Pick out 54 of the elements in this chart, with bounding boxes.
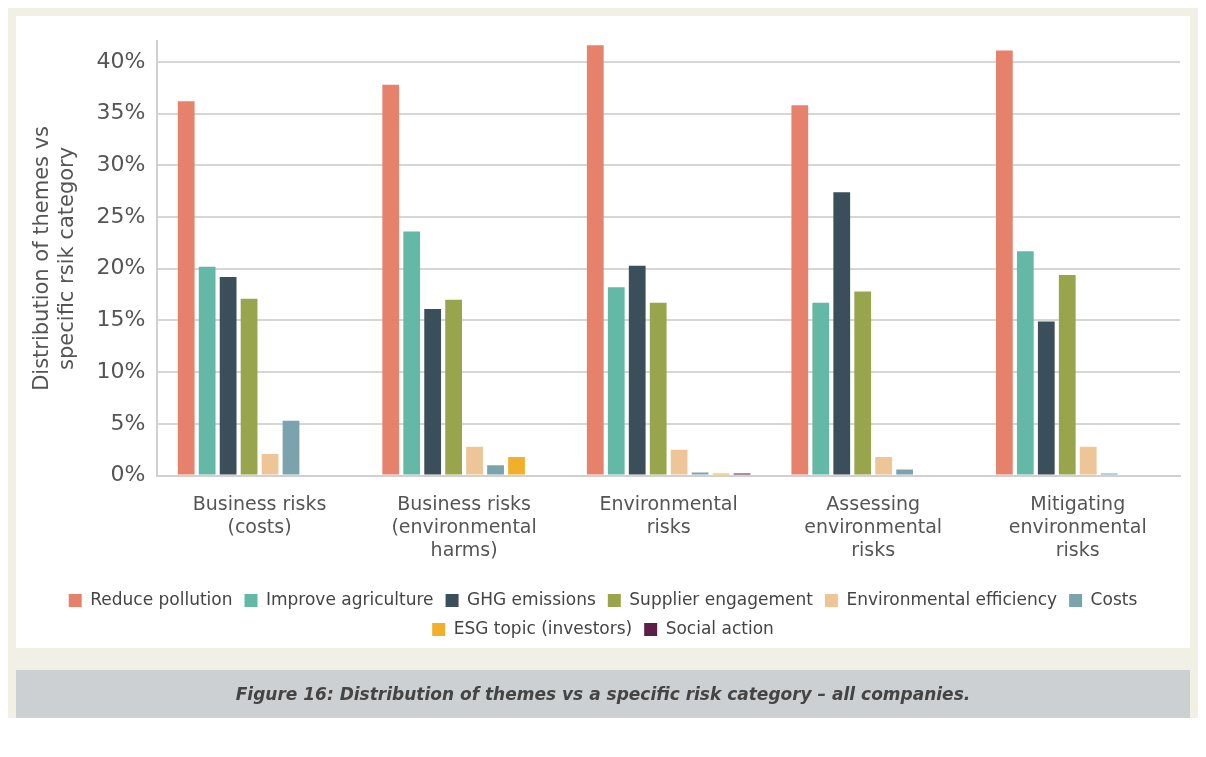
legend-label: Improve agriculture [265,588,434,609]
y-tick-label: 20% [96,254,146,280]
bar [812,302,830,475]
y-tick-label: 10% [96,357,146,383]
bar [198,266,216,475]
legend-label: GHG emissions [467,588,596,609]
y-tick-label: 15% [96,306,146,332]
bar [691,472,709,475]
bar [487,465,504,475]
bar [445,299,463,475]
bar [382,84,400,475]
bar [833,192,851,475]
y-tick-label: 25% [96,202,146,228]
bar [791,105,809,475]
x-tick-label: Environmental risks [599,491,738,537]
x-tick-label: Assessing environmental risks [804,491,943,560]
bar [1079,446,1097,475]
bar [896,469,914,475]
legend-label: Social action [665,617,774,638]
y-axis-title: Distribution of themes vs specific rsik category [29,125,79,391]
legend-label: Costs [1090,588,1138,609]
legend-label: Environmental efficiency [846,588,1058,609]
bar [628,265,646,475]
bar [240,298,258,475]
legend-label: Supplier engagement [629,588,814,609]
x-tick-label: Mitigating environmental risks [1008,491,1147,560]
bar [1016,251,1034,475]
bar [261,453,279,475]
bar [466,446,483,475]
bar [282,420,300,475]
bar [508,456,525,475]
x-tick-label: Business risks (environmental harms) [391,491,537,560]
bar [424,309,442,475]
bar [875,456,893,475]
bar [670,449,688,475]
bar [403,231,421,475]
bar [586,45,604,475]
y-tick-label: 40% [96,47,146,73]
legend-label: ESG topic (investors) [453,617,633,638]
x-tick-label: Business risks (costs) [192,491,327,537]
bar [219,277,237,475]
y-tick-label: 5% [110,409,146,435]
caption: Figure 16: Distribution of themes vs a specific risk category – all companies. [234,684,972,704]
bar [854,291,872,475]
bar [607,287,625,475]
bar [177,101,195,475]
bar [649,302,667,475]
y-tick-label: 30% [96,151,146,177]
y-tick-label: 0% [110,461,146,487]
bar [1058,274,1076,475]
y-tick-label: 35% [96,99,146,125]
bar [995,50,1013,475]
legend-label: Reduce pollution [90,588,233,609]
bar [1037,321,1055,475]
